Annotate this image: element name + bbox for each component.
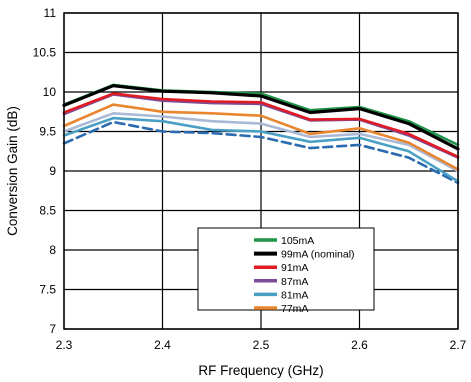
x-tick-label: 2.5 — [253, 338, 270, 352]
x-tick-label: 2.4 — [154, 338, 171, 352]
legend-label: 105mA — [281, 235, 314, 247]
legend-box — [197, 227, 375, 311]
legend-label: 99mA (nominal) — [281, 249, 355, 261]
x-tick-label: 2.3 — [56, 338, 73, 352]
legend-label: 77mA — [281, 303, 308, 315]
series-line-unlabeled-6 — [62, 112, 460, 173]
y-tick-label: 10 — [43, 85, 57, 99]
y-axis-title: Conversion Gain (dB) — [5, 106, 20, 236]
y-tick-label: 8 — [49, 243, 56, 257]
series-line-91ma — [62, 92, 460, 159]
y-tick-label: 9.5 — [39, 125, 56, 139]
x-axis-title: RF Frequency (GHz) — [198, 363, 323, 378]
y-tick-label: 11 — [44, 6, 57, 20]
y-tick-label: 9 — [49, 164, 56, 178]
legend-label: 87mA — [281, 276, 308, 288]
y-tick-label: 7.5 — [39, 283, 56, 297]
x-tick-label: 2.6 — [351, 338, 368, 352]
series-line-77ma — [62, 103, 460, 171]
series-line-99ma-nominal- — [62, 84, 460, 151]
legend-label: 81mA — [281, 289, 308, 301]
y-tick-label: 10.5 — [33, 46, 57, 60]
plot-frame — [63, 12, 459, 330]
y-tick-label: 7 — [49, 322, 56, 336]
series-line-81ma — [62, 116, 460, 183]
y-tick-label: 8.5 — [39, 204, 56, 218]
series-line-unlabeled-7 — [62, 120, 460, 185]
x-tick-labels: 2.3 2.4 2.5 2.6 2.7 — [56, 338, 467, 352]
x-tick-label: 2.7 — [450, 338, 467, 352]
series-layer — [62, 83, 460, 185]
legend-label: 91mA — [281, 262, 308, 274]
y-tick-labels: 7 7.5 8 8.5 9 9.5 10 10.5 11 — [33, 6, 57, 336]
